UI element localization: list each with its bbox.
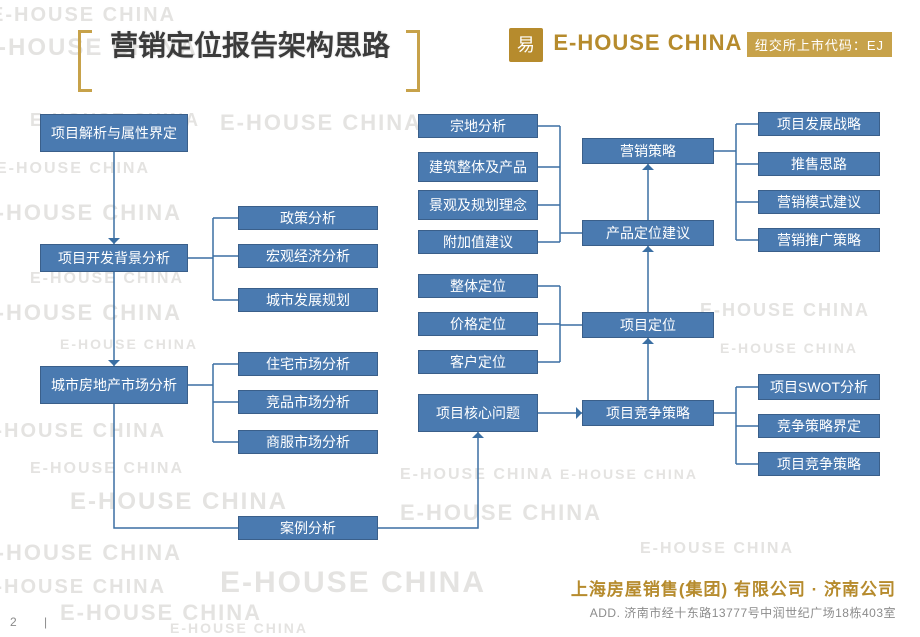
watermark-text: E-HOUSE CHINA bbox=[220, 110, 422, 136]
flow-node: 宏观经济分析 bbox=[238, 244, 378, 268]
flow-node: 城市发展规划 bbox=[238, 288, 378, 312]
flow-node: 项目开发背景分析 bbox=[40, 244, 188, 272]
footer: 上海房屋销售(集团) 有限公司 · 济南公司 ADD. 济南市经十东路13777… bbox=[571, 575, 896, 621]
flow-node: 附加值建议 bbox=[418, 230, 538, 254]
watermark-text: E-HOUSE CHINA bbox=[60, 336, 198, 352]
flow-node: 项目发展战略 bbox=[758, 112, 880, 136]
slide-canvas: E-HOUSE CHINA E-HOUSE CHINA E-HOUSE CHINA E… bbox=[0, 0, 920, 637]
watermark-text: E-HOUSE CHINA bbox=[400, 466, 554, 484]
page-number-value: 2 bbox=[10, 615, 17, 629]
flow-node: 产品定位建议 bbox=[582, 220, 714, 246]
flow-node: 价格定位 bbox=[418, 312, 538, 336]
flow-node: 城市房地产市场分析 bbox=[40, 366, 188, 404]
flow-node: 推售思路 bbox=[758, 152, 880, 176]
watermark-text: E-HOUSE CHINA bbox=[560, 466, 698, 482]
logo-seal-icon: 易居 bbox=[509, 28, 543, 62]
flow-node: 营销推广策略 bbox=[758, 228, 880, 252]
flow-node: 客户定位 bbox=[418, 350, 538, 374]
watermark-text: E-HOUSE CHINA bbox=[70, 488, 288, 516]
page-number: 2 | bbox=[10, 615, 47, 629]
flow-node: 项目核心问题 bbox=[418, 394, 538, 432]
title-wrap: 营销定位报告架构思路 bbox=[80, 28, 420, 63]
watermark-text: E-HOUSE CHINA bbox=[30, 460, 184, 478]
flow-node: 项目SWOT分析 bbox=[758, 374, 880, 400]
logo-subtitle: 纽交所上市代码：EJ bbox=[747, 32, 892, 57]
watermark-text: E-HOUSE CHINA bbox=[0, 420, 166, 443]
watermark-text: E-HOUSE CHINA bbox=[400, 500, 602, 526]
watermark-text: E-HOUSE CHINA bbox=[0, 200, 182, 226]
page-bar-icon: | bbox=[44, 615, 47, 629]
flow-node: 项目竞争策略 bbox=[758, 452, 880, 476]
watermark-text: E-HOUSE CHINA bbox=[0, 576, 166, 599]
page-title: 营销定位报告架构思路 bbox=[80, 28, 420, 63]
footer-company: 上海房屋销售(集团) 有限公司 · 济南公司 bbox=[571, 575, 896, 600]
flow-node: 宗地分析 bbox=[418, 114, 538, 138]
watermark-text: E-HOUSE CHINA bbox=[220, 566, 486, 600]
flow-node: 营销模式建议 bbox=[758, 190, 880, 214]
flow-node: 竞争策略界定 bbox=[758, 414, 880, 438]
flow-node: 营销策略 bbox=[582, 138, 714, 164]
flow-node: 建筑整体及产品 bbox=[418, 152, 538, 182]
flow-node: 商服市场分析 bbox=[238, 430, 378, 454]
flow-node: 项目竞争策略 bbox=[582, 400, 714, 426]
flow-node: 竞品市场分析 bbox=[238, 390, 378, 414]
flow-node: 政策分析 bbox=[238, 206, 378, 230]
watermark-text: E-HOUSE CHINA bbox=[0, 4, 176, 27]
flow-node: 景观及规划理念 bbox=[418, 190, 538, 220]
flow-node: 项目解析与属性界定 bbox=[40, 114, 188, 152]
flow-node: 整体定位 bbox=[418, 274, 538, 298]
footer-address: ADD. 济南市经十东路13777号中润世纪广场18栋403室 bbox=[571, 604, 896, 621]
watermark-text: E-HOUSE CHINA bbox=[640, 540, 794, 558]
watermark-text: E-HOUSE CHINA bbox=[170, 620, 308, 636]
watermark-text: E-HOUSE CHINA bbox=[0, 160, 150, 178]
watermark-text: E-HOUSE CHINA bbox=[30, 270, 184, 288]
flow-node: 项目定位 bbox=[582, 312, 714, 338]
watermark-text: E-HOUSE CHINA bbox=[700, 300, 870, 321]
flow-node: 住宅市场分析 bbox=[238, 352, 378, 376]
logo: 易居 E-HOUSE CHINA 纽交所上市代码：EJ bbox=[509, 28, 892, 62]
watermark-text: E-HOUSE CHINA bbox=[0, 540, 182, 566]
watermark-text: E-HOUSE CHINA bbox=[0, 300, 182, 326]
logo-text: E-HOUSE CHINA bbox=[553, 30, 742, 55]
watermark-text: E-HOUSE CHINA bbox=[720, 340, 858, 356]
flow-node: 案例分析 bbox=[238, 516, 378, 540]
